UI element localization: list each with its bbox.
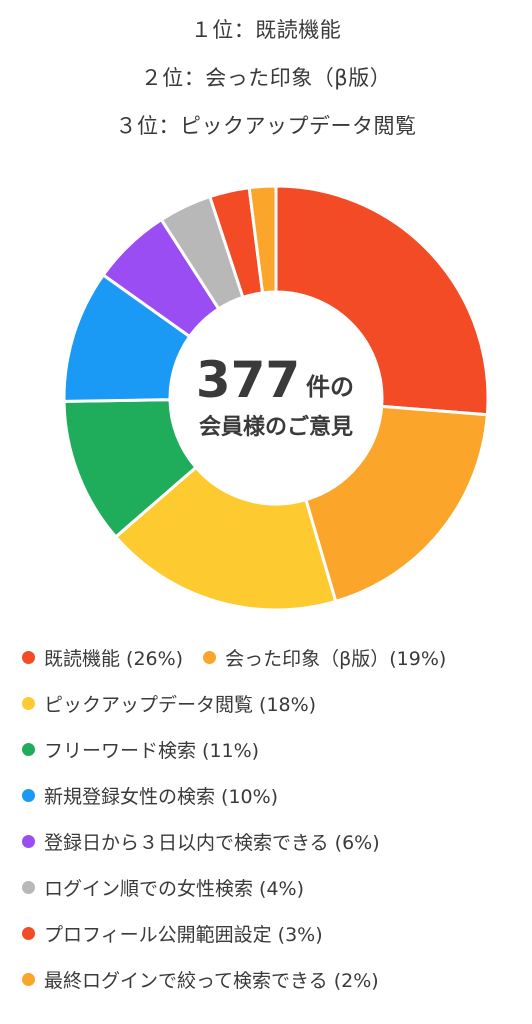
legend-label: ログイン順での女性検索 (4%) [44, 877, 305, 900]
legend-item: 会った印象（β版）(19%) [203, 644, 446, 671]
legend-label: 登録日から３日以内で検索できる (6%) [44, 831, 380, 854]
legend-label: プロフィール公開範囲設定 (3%) [44, 923, 323, 946]
legend-swatch [22, 834, 35, 848]
legend-swatch [22, 696, 35, 710]
response-count-suffix: 件の [306, 373, 354, 401]
legend-label: 会った印象（β版）(19%) [225, 647, 447, 670]
legend-row: 既読機能 (26%) 会った印象（β版）(19%) [22, 640, 466, 674]
legend-label: 最終ログインで絞って検索できる (2%) [44, 969, 379, 992]
legend-row: プロフィール公開範囲設定 (3%) [22, 916, 343, 950]
rank-1-text: １位：既読機能 [190, 18, 342, 42]
rank-3-text: ３位：ピックアップデータ閲覧 [115, 114, 417, 138]
legend-item: フリーワード検索 (11%) [22, 736, 259, 763]
rank-2-text: ２位：会った印象（β版） [140, 66, 392, 90]
legend-item: 既読機能 (26%) [22, 644, 183, 671]
legend-row: 登録日から３日以内で検索できる (6%) [22, 824, 400, 858]
legend-row: ログイン順での女性検索 (4%) [22, 870, 324, 904]
legend-item: 最終ログインで絞って検索できる (2%) [22, 966, 379, 993]
legend-item: 新規登録女性の検索 (10%) [22, 782, 278, 809]
legend-swatch [22, 650, 35, 664]
response-count: 377 [196, 351, 300, 409]
legend-label: ピックアップデータ閲覧 (18%) [44, 693, 317, 716]
legend-label: 既読機能 (26%) [44, 647, 184, 670]
legend-item: プロフィール公開範囲設定 (3%) [22, 920, 323, 947]
legend-swatch [22, 880, 35, 894]
legend-row: 新規登録女性の検索 (10%) [22, 778, 298, 812]
legend-item: ピックアップデータ閲覧 (18%) [22, 690, 316, 717]
legend-swatch [22, 788, 35, 802]
legend-item: ログイン順での女性検索 (4%) [22, 874, 304, 901]
legend-label: フリーワード検索 (11%) [44, 739, 260, 762]
legend-swatch [203, 650, 217, 664]
legend-swatch [22, 742, 35, 756]
legend-item: 登録日から３日以内で検索できる (6%) [22, 828, 380, 855]
legend-row: フリーワード検索 (11%) [22, 732, 279, 766]
donut-hole [170, 292, 382, 504]
legend-swatch [22, 972, 35, 986]
donut-chart: 377 件の 会員様のご意見 [62, 184, 490, 612]
legend-swatch [22, 926, 35, 940]
response-caption: 会員様のご意見 [199, 414, 353, 440]
legend-row: 最終ログインで絞って検索できる (2%) [22, 962, 399, 996]
legend-row: ピックアップデータ閲覧 (18%) [22, 686, 336, 720]
legend-label: 新規登録女性の検索 (10%) [44, 785, 279, 808]
